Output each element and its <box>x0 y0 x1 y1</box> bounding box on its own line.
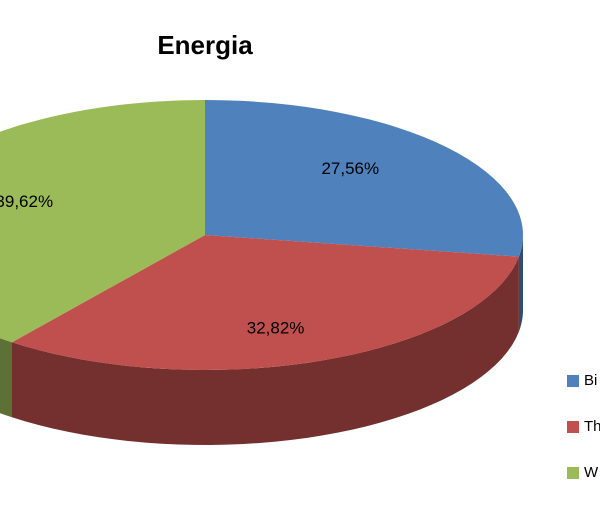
data-label: 27,56% <box>321 159 379 178</box>
slice-side <box>518 235 523 332</box>
legend-label: W <box>584 464 599 481</box>
slice <box>0 100 205 343</box>
legend-swatch <box>567 421 579 433</box>
data-label: 39,62% <box>0 192 53 211</box>
slice <box>205 100 523 257</box>
slice-side <box>0 338 12 418</box>
legend-label: Th <box>584 418 600 435</box>
data-label: 32,82% <box>247 319 305 338</box>
slice-side <box>11 256 519 445</box>
legend-swatch <box>567 375 579 387</box>
slice <box>11 235 519 371</box>
legend-label: Bi <box>584 372 597 389</box>
legend-swatch <box>567 467 579 479</box>
chart-title: Energia <box>157 30 253 60</box>
